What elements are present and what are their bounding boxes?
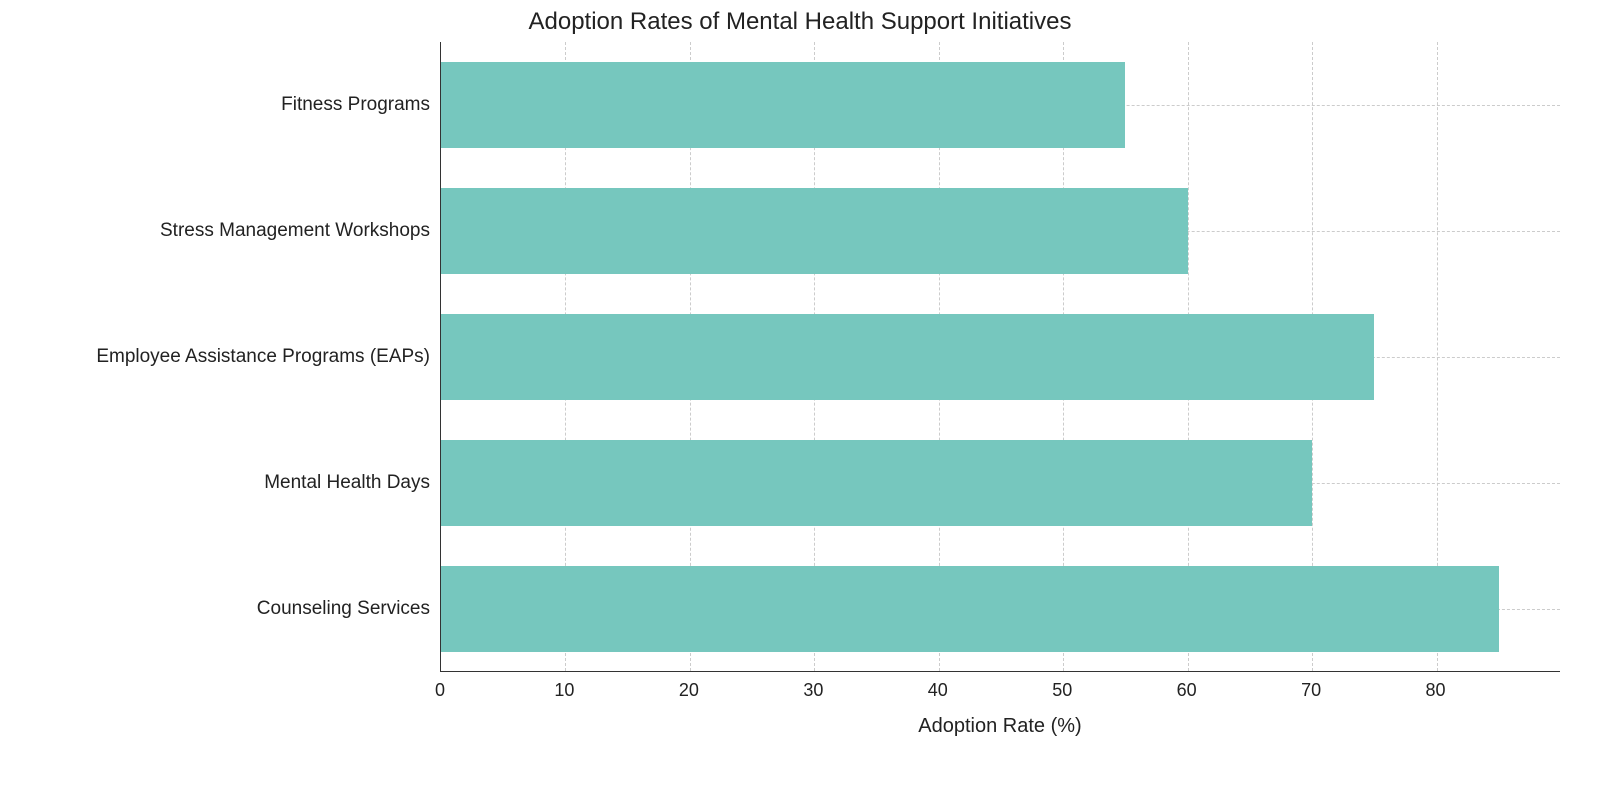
x-tick-label: 20 xyxy=(679,680,699,701)
chart-title: Adoption Rates of Mental Health Support … xyxy=(0,8,1600,36)
y-tick-label: Fitness Programs xyxy=(281,94,430,116)
x-tick-label: 10 xyxy=(554,680,574,701)
x-tick-label: 30 xyxy=(803,680,823,701)
y-tick-label: Counseling Services xyxy=(257,598,430,620)
y-tick-label: Mental Health Days xyxy=(264,472,430,494)
x-tick-label: 80 xyxy=(1426,680,1446,701)
chart-container: Adoption Rates of Mental Health Support … xyxy=(0,0,1600,787)
bar xyxy=(441,62,1125,148)
plot-area xyxy=(440,42,1560,672)
bar xyxy=(441,566,1499,652)
x-tick-label: 40 xyxy=(928,680,948,701)
x-tick-label: 60 xyxy=(1177,680,1197,701)
bar xyxy=(441,188,1188,274)
y-tick-label: Employee Assistance Programs (EAPs) xyxy=(96,346,430,368)
bar xyxy=(441,440,1312,526)
y-tick-label: Stress Management Workshops xyxy=(160,220,430,242)
bar xyxy=(441,314,1374,400)
x-tick-label: 70 xyxy=(1301,680,1321,701)
x-tick-label: 50 xyxy=(1052,680,1072,701)
x-tick-label: 0 xyxy=(435,680,445,701)
x-axis-label: Adoption Rate (%) xyxy=(440,715,1560,738)
